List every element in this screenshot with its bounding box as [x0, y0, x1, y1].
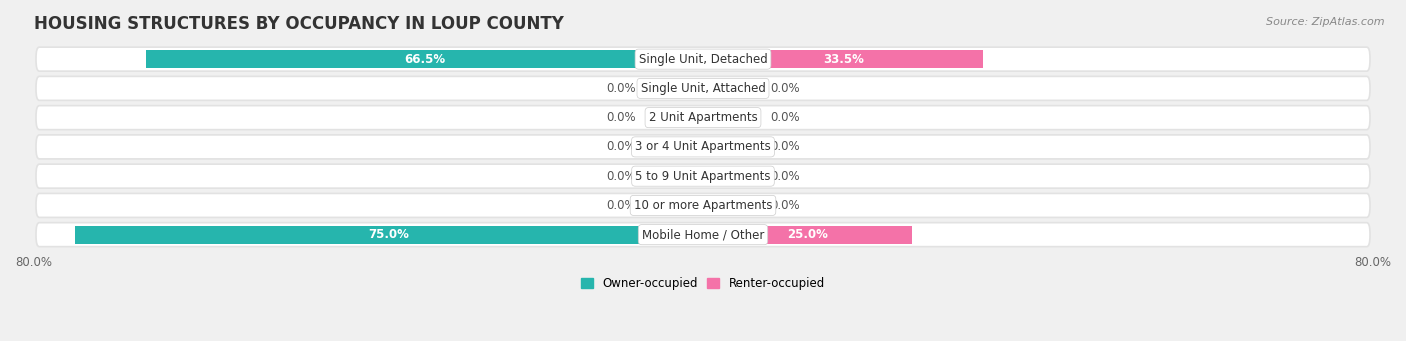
Text: 25.0%: 25.0% [787, 228, 828, 241]
FancyBboxPatch shape [37, 47, 1369, 71]
Text: Mobile Home / Other: Mobile Home / Other [641, 228, 765, 241]
Text: 0.0%: 0.0% [606, 199, 636, 212]
FancyBboxPatch shape [37, 76, 1369, 100]
Bar [703, 50, 983, 68]
FancyBboxPatch shape [37, 135, 1369, 159]
Bar [703, 108, 758, 127]
Text: Source: ZipAtlas.com: Source: ZipAtlas.com [1267, 17, 1385, 27]
Text: 0.0%: 0.0% [770, 140, 800, 153]
Text: Single Unit, Detached: Single Unit, Detached [638, 53, 768, 65]
Text: 0.0%: 0.0% [770, 170, 800, 183]
Text: 75.0%: 75.0% [368, 228, 409, 241]
Text: 33.5%: 33.5% [823, 53, 863, 65]
Bar [76, 226, 703, 244]
Text: 3 or 4 Unit Apartments: 3 or 4 Unit Apartments [636, 140, 770, 153]
Bar [648, 167, 703, 185]
Bar [703, 196, 758, 214]
Text: 5 to 9 Unit Apartments: 5 to 9 Unit Apartments [636, 170, 770, 183]
Text: 2 Unit Apartments: 2 Unit Apartments [648, 111, 758, 124]
Text: HOUSING STRUCTURES BY OCCUPANCY IN LOUP COUNTY: HOUSING STRUCTURES BY OCCUPANCY IN LOUP … [34, 15, 564, 33]
Bar [648, 196, 703, 214]
Bar [146, 50, 703, 68]
Text: 0.0%: 0.0% [770, 111, 800, 124]
Bar [703, 79, 758, 98]
Bar [648, 138, 703, 156]
Text: 66.5%: 66.5% [404, 53, 446, 65]
Bar [703, 167, 758, 185]
Text: 0.0%: 0.0% [606, 170, 636, 183]
FancyBboxPatch shape [37, 164, 1369, 188]
FancyBboxPatch shape [37, 193, 1369, 218]
Text: Single Unit, Attached: Single Unit, Attached [641, 82, 765, 95]
Text: 0.0%: 0.0% [770, 82, 800, 95]
Bar [703, 226, 912, 244]
FancyBboxPatch shape [37, 223, 1369, 247]
Bar [648, 108, 703, 127]
Text: 10 or more Apartments: 10 or more Apartments [634, 199, 772, 212]
Legend: Owner-occupied, Renter-occupied: Owner-occupied, Renter-occupied [576, 272, 830, 295]
Bar [648, 79, 703, 98]
Text: 0.0%: 0.0% [606, 111, 636, 124]
Text: 0.0%: 0.0% [606, 140, 636, 153]
Text: 0.0%: 0.0% [606, 82, 636, 95]
Bar [703, 138, 758, 156]
Text: 0.0%: 0.0% [770, 199, 800, 212]
FancyBboxPatch shape [37, 106, 1369, 130]
